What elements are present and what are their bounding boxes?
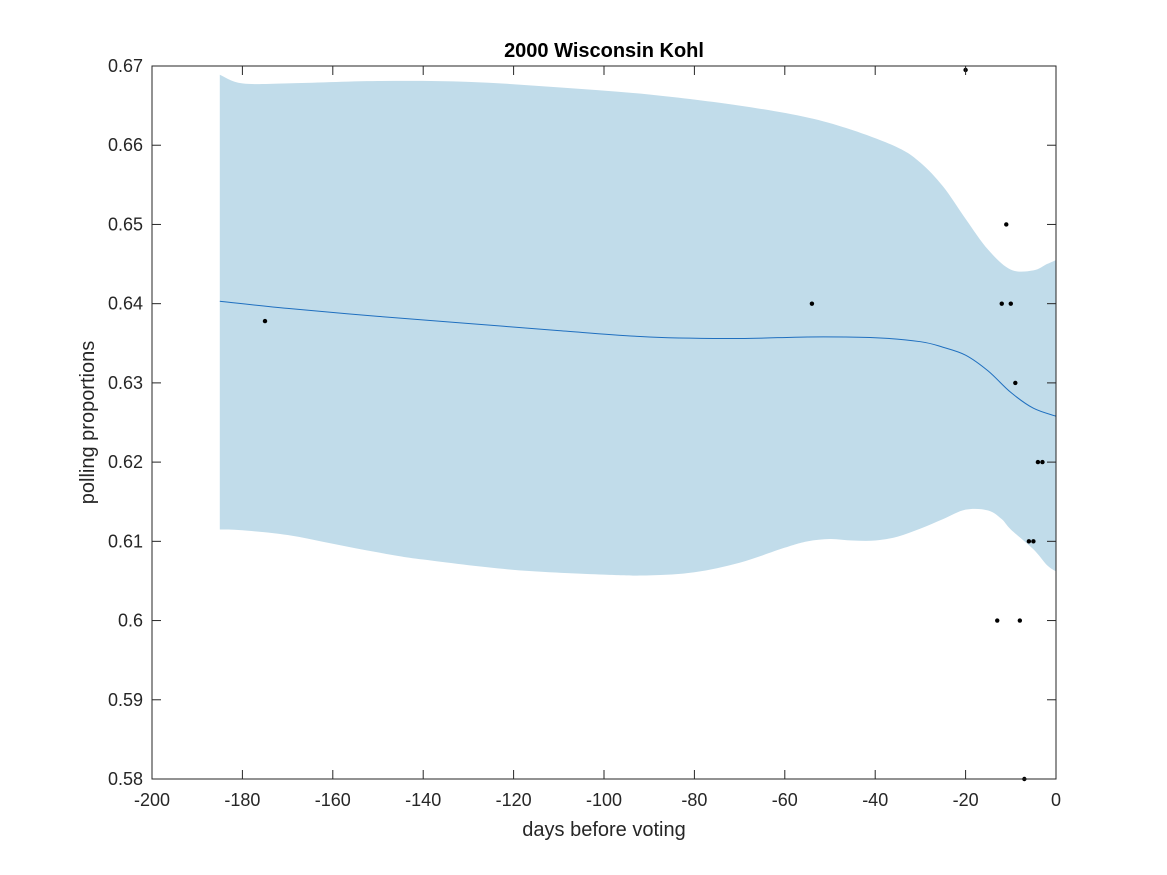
axis-ticks: -200 -180 -160 -140 -120 -100 -80 -60 -40 -20 00.5… <box>108 56 1061 810</box>
y-tick-label: 0.63 <box>108 373 143 393</box>
y-tick-label: 0.58 <box>108 769 143 789</box>
y-tick-label: 0.62 <box>108 452 143 472</box>
data-point <box>1017 618 1023 623</box>
y-tick-label: 0.64 <box>108 294 143 314</box>
data-point <box>995 618 1000 623</box>
y-tick-label: 0.66 <box>108 135 143 155</box>
x-axis-label: days before voting <box>522 819 685 841</box>
data-point <box>999 301 1004 306</box>
data-point <box>1031 539 1036 544</box>
y-tick-label: 0.65 <box>108 214 143 234</box>
data-point <box>1026 539 1032 544</box>
data-point <box>1008 301 1013 306</box>
x-tick-label: -60 <box>772 790 798 810</box>
data-point <box>809 301 815 306</box>
x-tick-label: -120 <box>496 790 532 810</box>
x-tick-label: -140 <box>405 790 441 810</box>
x-tick-label: -160 <box>315 790 351 810</box>
x-tick-label: -20 <box>953 790 979 810</box>
data-point <box>1040 459 1045 465</box>
x-tick-label: -40 <box>862 790 888 810</box>
x-tick-label: -100 <box>586 790 622 810</box>
fit-line <box>219 300 1057 417</box>
x-tick-label: -180 <box>224 790 260 810</box>
plot-area <box>219 67 1057 782</box>
x-tick-label: -80 <box>681 790 707 810</box>
y-tick-label: 0.61 <box>108 531 143 551</box>
x-tick-label: -200 <box>134 790 170 810</box>
x-tick-label: 0 <box>1051 790 1061 810</box>
y-axis-label: polling proportions <box>77 341 99 504</box>
y-tick-label: 0.67 <box>108 56 143 76</box>
confidence-band <box>219 74 1057 576</box>
y-tick-label: 0.59 <box>108 690 143 710</box>
data-point <box>1035 459 1041 465</box>
chart-title: 2000 Wisconsin Kohl <box>504 40 704 62</box>
y-tick-label: 0.6 <box>118 611 143 631</box>
data-point <box>262 318 268 324</box>
data-point <box>1013 380 1018 386</box>
data-point <box>1004 222 1009 227</box>
